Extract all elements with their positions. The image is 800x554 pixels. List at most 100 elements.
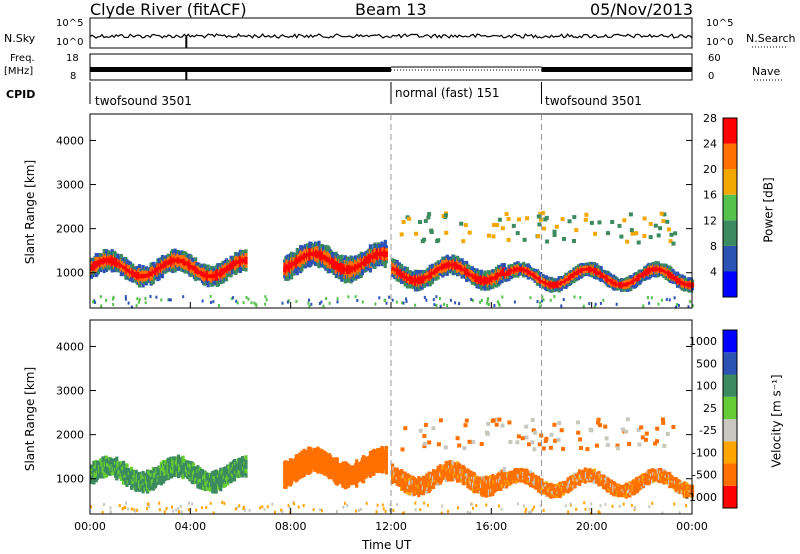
echo-cell xyxy=(384,248,388,252)
echo-scatter xyxy=(628,212,633,217)
ground-speckle xyxy=(487,303,490,306)
echo-cell xyxy=(498,265,502,270)
echo-cell xyxy=(159,480,163,486)
echo-cell xyxy=(656,274,660,278)
ground-speckle xyxy=(395,300,398,304)
echo-cell xyxy=(244,473,248,478)
echo-cell xyxy=(440,479,444,483)
ground-speckle xyxy=(144,301,147,305)
echo-cell xyxy=(672,271,676,275)
power-panel xyxy=(89,113,695,309)
echo-cell xyxy=(654,260,658,265)
echo-cell xyxy=(522,261,526,265)
ground-speckle xyxy=(665,297,668,301)
echo-cell xyxy=(405,267,409,273)
echo-cell xyxy=(219,467,223,474)
echo-cell xyxy=(102,269,106,274)
echo-cell xyxy=(432,469,436,473)
echo-cell xyxy=(355,480,359,488)
echo-cell xyxy=(96,270,101,275)
echo-cell xyxy=(381,468,385,473)
echo-cell xyxy=(641,485,645,489)
echo-cell xyxy=(393,259,397,264)
echo-scatter xyxy=(668,239,673,244)
ground-speckle xyxy=(136,297,139,301)
ground-speckle xyxy=(553,295,556,298)
echo-cell xyxy=(347,481,351,488)
echo-cell xyxy=(671,269,675,272)
echo-cell xyxy=(324,265,328,271)
echo-cell xyxy=(244,256,248,261)
ground-speckle xyxy=(486,299,489,303)
ground-speckle xyxy=(318,302,321,305)
echo-scatter xyxy=(435,239,440,244)
echo-cell xyxy=(453,462,457,466)
echo-cell xyxy=(141,489,145,494)
echo-cell xyxy=(154,482,158,489)
echo-cell xyxy=(119,271,123,277)
echo-cell xyxy=(346,256,350,261)
echo-cell xyxy=(383,239,387,247)
ground-speckle xyxy=(168,298,171,302)
ground-speckle xyxy=(435,304,438,307)
ground-speckle xyxy=(307,301,310,305)
echo-cell xyxy=(151,280,155,285)
echo-cell xyxy=(346,278,350,283)
echo-scatter xyxy=(401,220,406,224)
echo-scatter xyxy=(486,233,491,238)
echo-cell xyxy=(122,460,126,466)
velocity-panel xyxy=(89,319,695,515)
echo-scatter xyxy=(659,211,664,216)
echo-cell xyxy=(534,475,538,479)
echo-cell xyxy=(347,463,351,470)
echo-cell xyxy=(229,273,233,278)
ground-speckle xyxy=(405,300,408,303)
echo-scatter xyxy=(418,220,422,224)
echo-cell xyxy=(383,261,387,269)
ground-speckle xyxy=(538,305,541,309)
echo-cell xyxy=(90,479,94,485)
echo-cell xyxy=(324,244,328,251)
echo-cell xyxy=(500,279,504,284)
echo-cell xyxy=(413,492,417,495)
echo-cell xyxy=(555,495,559,498)
echo-cell xyxy=(527,265,531,268)
echo-cell xyxy=(290,251,294,258)
echo-scatter xyxy=(444,230,449,235)
ground-speckle xyxy=(308,298,310,302)
ground-speckle xyxy=(374,302,377,306)
echo-cell xyxy=(564,286,568,289)
echo-cell xyxy=(403,471,407,476)
echo-scatter xyxy=(538,217,543,222)
echo-cell xyxy=(131,263,135,269)
echo-cell xyxy=(159,461,163,467)
echo-cell xyxy=(438,480,443,485)
ground-speckle xyxy=(602,298,605,302)
echo-scatter xyxy=(656,233,661,238)
ground-speckle xyxy=(668,298,671,302)
echo-cell xyxy=(405,490,409,495)
ground-speckle xyxy=(137,300,140,304)
echo-cell xyxy=(134,469,138,474)
echo-cell xyxy=(141,283,145,288)
echo-cell xyxy=(176,473,181,479)
ground-speckle xyxy=(433,303,436,307)
echo-cell xyxy=(138,264,142,268)
ground-speckle xyxy=(582,304,585,308)
echo-cell xyxy=(191,462,195,468)
ground-speckle xyxy=(250,301,253,305)
ground-speckle xyxy=(594,302,597,306)
echo-cell xyxy=(173,248,177,253)
ground-speckle xyxy=(328,301,331,305)
ground-speckle xyxy=(471,298,474,302)
echo-cell xyxy=(244,267,248,272)
echo-scatter xyxy=(597,220,602,225)
echo-cell xyxy=(359,272,363,278)
echo-cell xyxy=(240,473,245,478)
echo-cell xyxy=(181,455,185,461)
ground-speckle xyxy=(124,297,127,301)
echo-cell xyxy=(629,287,633,291)
freq-band-2 xyxy=(541,67,692,72)
echo-cell xyxy=(138,487,142,492)
echo-cell xyxy=(232,459,237,464)
